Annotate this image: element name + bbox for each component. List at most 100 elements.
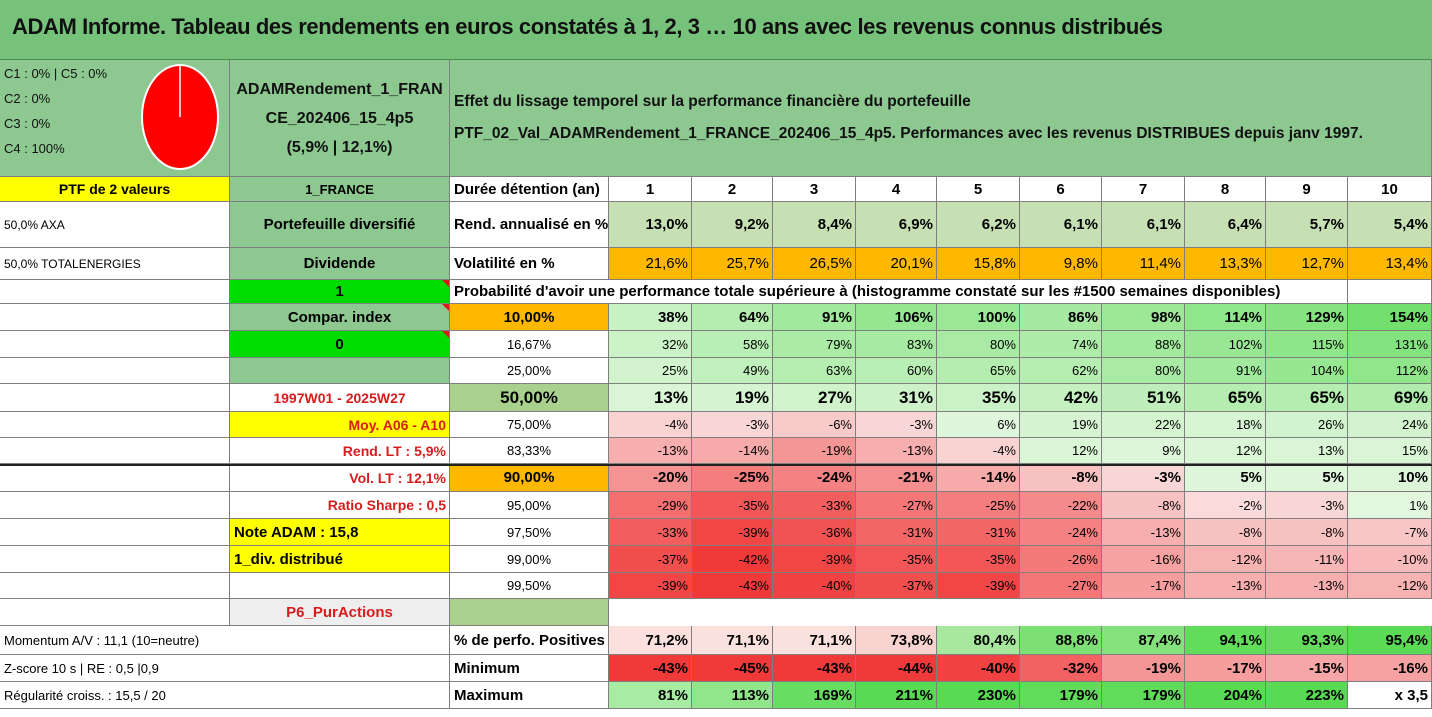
- quantile-value[interactable]: -13%: [609, 438, 692, 464]
- duration-header[interactable]: 10: [1348, 177, 1432, 202]
- duration-header[interactable]: 4: [856, 177, 937, 202]
- holding-axa[interactable]: 50,0% AXA: [0, 202, 230, 248]
- duration-header[interactable]: 6: [1020, 177, 1102, 202]
- annual-return-value[interactable]: 6,2%: [937, 202, 1020, 248]
- compar-index-label[interactable]: Compar. index: [230, 304, 450, 331]
- quantile-value[interactable]: 60%: [856, 358, 937, 384]
- stat-value[interactable]: -19%: [1102, 655, 1185, 682]
- quantile-value[interactable]: -39%: [609, 573, 692, 599]
- dividend-flag[interactable]: 1: [230, 280, 450, 304]
- quantile-value[interactable]: 24%: [1348, 412, 1432, 438]
- stat-value[interactable]: -44%: [856, 655, 937, 682]
- quantile-value[interactable]: 65%: [937, 358, 1020, 384]
- quantile-value[interactable]: 51%: [1102, 384, 1185, 412]
- empty-cell[interactable]: [1348, 280, 1432, 304]
- quantile-value[interactable]: 31%: [856, 384, 937, 412]
- quantile-value[interactable]: -13%: [1266, 573, 1348, 599]
- quantile-value[interactable]: 38%: [609, 304, 692, 331]
- longterm-return-label[interactable]: Rend. LT : 5,9%: [230, 438, 450, 464]
- volatility-value[interactable]: 9,8%: [1020, 248, 1102, 280]
- volatility-value[interactable]: 20,1%: [856, 248, 937, 280]
- strategy-label[interactable]: P6_PurActions: [230, 599, 450, 626]
- stat-value[interactable]: 223%: [1266, 682, 1348, 709]
- empty-cell[interactable]: [0, 412, 230, 438]
- empty-cell[interactable]: [0, 304, 230, 331]
- quantile-value[interactable]: -25%: [692, 464, 773, 492]
- fund-name-box[interactable]: ADAMRendement_1_FRAN CE_202406_15_4p5 (5,9…: [230, 60, 450, 177]
- quantile-value[interactable]: 154%: [1348, 304, 1432, 331]
- stat-value[interactable]: 179%: [1020, 682, 1102, 709]
- quantile-value[interactable]: -3%: [856, 412, 937, 438]
- period-label[interactable]: 1997W01 - 2025W27: [230, 384, 450, 412]
- quantile-value[interactable]: 12%: [1020, 438, 1102, 464]
- country-label[interactable]: 1_FRANCE: [230, 177, 450, 202]
- adam-score-label[interactable]: Note ADAM : 15,8: [230, 519, 450, 546]
- quantile-value[interactable]: 79%: [773, 331, 856, 358]
- empty-cell[interactable]: [0, 331, 230, 358]
- quantile-value[interactable]: -13%: [856, 438, 937, 464]
- quantile-value[interactable]: -39%: [773, 546, 856, 573]
- stat-value[interactable]: 71,2%: [609, 626, 692, 655]
- stat-value[interactable]: -15%: [1266, 655, 1348, 682]
- quantile-value[interactable]: -4%: [609, 412, 692, 438]
- quantile-value[interactable]: 91%: [1185, 358, 1266, 384]
- stat-value[interactable]: 81%: [609, 682, 692, 709]
- empty-cell[interactable]: [0, 599, 230, 626]
- empty-cell[interactable]: [0, 358, 230, 384]
- quantile-value[interactable]: -25%: [937, 492, 1020, 519]
- stat-value[interactable]: 80,4%: [937, 626, 1020, 655]
- quantile-value[interactable]: -27%: [1020, 573, 1102, 599]
- quantile-value[interactable]: -8%: [1102, 492, 1185, 519]
- stat-value[interactable]: 73,8%: [856, 626, 937, 655]
- quantile-value[interactable]: -13%: [1102, 519, 1185, 546]
- quantile-value[interactable]: 98%: [1102, 304, 1185, 331]
- stat-value[interactable]: -43%: [773, 655, 856, 682]
- quantile-value[interactable]: 42%: [1020, 384, 1102, 412]
- quantile-probability[interactable]: 10,00%: [450, 304, 609, 331]
- empty-cell[interactable]: [0, 438, 230, 464]
- quantile-value[interactable]: -31%: [937, 519, 1020, 546]
- quantile-value[interactable]: 27%: [773, 384, 856, 412]
- quantile-value[interactable]: 19%: [692, 384, 773, 412]
- blank-green-cell[interactable]: [450, 599, 609, 626]
- quantile-value[interactable]: 19%: [1020, 412, 1102, 438]
- annual-return-value[interactable]: 6,1%: [1020, 202, 1102, 248]
- quantile-value[interactable]: 74%: [1020, 331, 1102, 358]
- stat-value[interactable]: x 3,5: [1348, 682, 1432, 709]
- stat-value[interactable]: 87,4%: [1102, 626, 1185, 655]
- quantile-value[interactable]: -8%: [1020, 464, 1102, 492]
- annual-return-value[interactable]: 6,9%: [856, 202, 937, 248]
- quantile-value[interactable]: -37%: [856, 573, 937, 599]
- quantile-probability[interactable]: 83,33%: [450, 438, 609, 464]
- quantile-value[interactable]: -24%: [1020, 519, 1102, 546]
- stat-value[interactable]: -40%: [937, 655, 1020, 682]
- stat-value[interactable]: 113%: [692, 682, 773, 709]
- quantile-value[interactable]: -14%: [692, 438, 773, 464]
- volatility-value[interactable]: 11,4%: [1102, 248, 1185, 280]
- quantile-value[interactable]: 106%: [856, 304, 937, 331]
- empty-cell[interactable]: [0, 464, 230, 492]
- quantile-value[interactable]: 1%: [1348, 492, 1432, 519]
- stat-label[interactable]: Maximum: [450, 682, 609, 709]
- momentum-label[interactable]: Momentum A/V : 11,1 (10=neutre): [0, 626, 450, 655]
- quantile-value[interactable]: -22%: [1020, 492, 1102, 519]
- quantile-value[interactable]: -21%: [856, 464, 937, 492]
- annual-return-value[interactable]: 5,4%: [1348, 202, 1432, 248]
- duration-header[interactable]: 8: [1185, 177, 1266, 202]
- quantile-value[interactable]: 58%: [692, 331, 773, 358]
- stat-value[interactable]: -17%: [1185, 655, 1266, 682]
- probability-header[interactable]: Probabilité d'avoir une performance tota…: [450, 280, 1348, 304]
- quantile-value[interactable]: -19%: [773, 438, 856, 464]
- quantile-probability[interactable]: 90,00%: [450, 464, 609, 492]
- quantile-value[interactable]: 5%: [1266, 464, 1348, 492]
- dividend-mode-label[interactable]: 1_div. distribué: [230, 546, 450, 573]
- zscore-label[interactable]: Z-score 10 s | RE : 0,5 |0,9: [0, 655, 450, 682]
- annual-return-label[interactable]: Rend. annualisé en %: [450, 202, 609, 248]
- quantile-value[interactable]: 69%: [1348, 384, 1432, 412]
- longterm-vol-label[interactable]: Vol. LT : 12,1%: [230, 464, 450, 492]
- duration-header[interactable]: 9: [1266, 177, 1348, 202]
- duration-header[interactable]: 1: [609, 177, 692, 202]
- quantile-value[interactable]: -39%: [692, 519, 773, 546]
- quantile-value[interactable]: -14%: [937, 464, 1020, 492]
- volatility-value[interactable]: 13,4%: [1348, 248, 1432, 280]
